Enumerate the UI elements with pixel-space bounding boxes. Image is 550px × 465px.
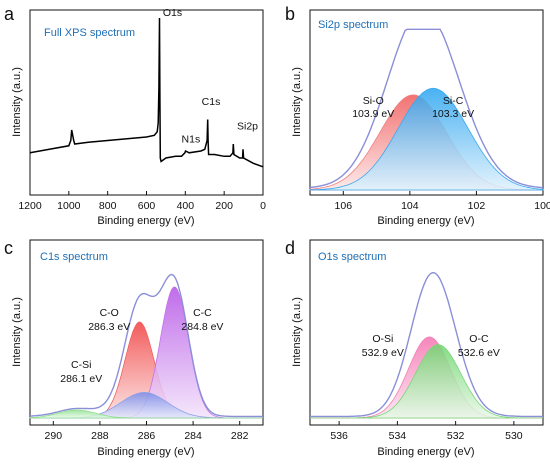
x-tick-label: 400 bbox=[177, 200, 195, 212]
panel-d-plot bbox=[310, 271, 543, 419]
panel-d-xlabel: Binding energy (eV) bbox=[377, 446, 474, 458]
x-tick-label: 600 bbox=[138, 200, 156, 212]
panel-d-ylabel: Intensity (a.u.) bbox=[291, 297, 303, 367]
fit-peak-o-c bbox=[310, 344, 543, 419]
peak-annotation: O-C bbox=[469, 333, 489, 345]
panel-a-x-ticks: 1200 1000 800 600 400 200 0 bbox=[18, 191, 266, 212]
peak-annotation: 286.3 eV bbox=[88, 321, 130, 333]
x-tick-label: 0 bbox=[260, 200, 266, 212]
panel-c-annotations: C-O 286.3 eV C-C 284.8 eV C-Si 286.1 eV bbox=[60, 307, 223, 385]
fit-peak-si-c bbox=[309, 87, 544, 191]
peak-annotation: O-Si bbox=[372, 333, 393, 345]
panel-a-letter: a bbox=[4, 4, 15, 24]
panel-a-plot bbox=[29, 17, 264, 168]
peak-annotation: 284.8 eV bbox=[181, 321, 223, 333]
x-tick-label: 1200 bbox=[18, 200, 42, 212]
panel-b-x-ticks: 106 104 102 100 bbox=[335, 191, 550, 212]
panel-c-xlabel: Binding energy (eV) bbox=[97, 446, 194, 458]
x-tick-label: 1000 bbox=[57, 200, 81, 212]
panel-a-ylabel: Intensity (a.u.) bbox=[11, 67, 23, 137]
peak-annotation: C-O bbox=[100, 307, 119, 319]
x-tick-label: 288 bbox=[91, 430, 109, 442]
panel-a-full-xps: a Full XPS spectrum Intensity (a.u.) Bin… bbox=[4, 4, 266, 227]
panel-b-ylabel: Intensity (a.u.) bbox=[291, 67, 303, 137]
peak-label: C1s bbox=[202, 96, 221, 108]
panel-a-xlabel: Binding energy (eV) bbox=[97, 215, 194, 227]
panel-d-annotations: O-Si 532.9 eV O-C 532.6 eV bbox=[362, 333, 500, 359]
envelope-line bbox=[310, 271, 543, 418]
panel-b-title: Si2p spectrum bbox=[318, 19, 388, 31]
x-tick-label: 800 bbox=[99, 200, 117, 212]
envelope-line bbox=[29, 273, 263, 418]
peak-label: Si2p bbox=[237, 120, 258, 132]
x-tick-label: 106 bbox=[335, 200, 353, 212]
panel-d-frame bbox=[309, 239, 544, 426]
panel-d-x-ticks: 536 534 532 530 bbox=[330, 421, 523, 442]
panel-a-annotations: O1s N1s C1s Si2p bbox=[163, 7, 258, 146]
x-tick-label: 282 bbox=[231, 430, 249, 442]
panel-c-plot bbox=[29, 273, 263, 419]
panel-c-letter: c bbox=[4, 238, 13, 258]
peak-annotation: 532.9 eV bbox=[362, 347, 404, 359]
x-tick-label: 290 bbox=[45, 430, 63, 442]
x-tick-label: 530 bbox=[505, 430, 523, 442]
peak-annotation: 532.6 eV bbox=[458, 347, 500, 359]
panel-c-c1s: c C1s spectrum Intensity (a.u.) Binding … bbox=[4, 238, 264, 458]
peak-annotation: Si-O bbox=[363, 95, 384, 107]
x-tick-label: 534 bbox=[389, 430, 407, 442]
x-tick-label: 200 bbox=[215, 200, 233, 212]
x-tick-label: 286 bbox=[138, 430, 156, 442]
panel-a-title: Full XPS spectrum bbox=[44, 27, 135, 39]
peak-annotation: 286.1 eV bbox=[60, 373, 102, 385]
envelope-line bbox=[309, 28, 544, 189]
peak-annotation: C-Si bbox=[71, 359, 91, 371]
peak-annotation: 103.9 eV bbox=[352, 108, 394, 120]
peak-label: O1s bbox=[163, 7, 182, 19]
panel-c-ylabel: Intensity (a.u.) bbox=[11, 297, 23, 367]
fit-peak-minor bbox=[29, 409, 263, 419]
panel-d-letter: d bbox=[285, 238, 295, 258]
panel-c-title: C1s spectrum bbox=[40, 251, 108, 263]
panel-b-si2p: b Si2p spectrum Intensity (a.u.) Binding… bbox=[285, 4, 550, 227]
panel-b-letter: b bbox=[285, 4, 295, 24]
peak-annotation: C-C bbox=[193, 307, 212, 319]
x-tick-label: 532 bbox=[447, 430, 465, 442]
panel-c-x-ticks: 290 288 286 284 282 bbox=[45, 421, 249, 442]
x-tick-label: 284 bbox=[184, 430, 202, 442]
panel-b-plot bbox=[309, 28, 544, 191]
x-tick-label: 102 bbox=[468, 200, 486, 212]
x-tick-label: 104 bbox=[401, 200, 419, 212]
peak-label: N1s bbox=[182, 134, 201, 146]
panel-b-frame bbox=[309, 9, 544, 196]
panel-d-title: O1s spectrum bbox=[318, 251, 386, 263]
peak-annotation: Si-C bbox=[443, 95, 464, 107]
x-tick-label: 100 bbox=[534, 200, 550, 212]
panel-d-o1s: d O1s spectrum Intensity (a.u.) Binding … bbox=[285, 238, 544, 458]
survey-spectrum-line bbox=[29, 17, 264, 168]
peak-annotation: 103.3 eV bbox=[432, 108, 474, 120]
x-tick-label: 536 bbox=[330, 430, 348, 442]
panel-b-xlabel: Binding energy (eV) bbox=[377, 215, 474, 227]
